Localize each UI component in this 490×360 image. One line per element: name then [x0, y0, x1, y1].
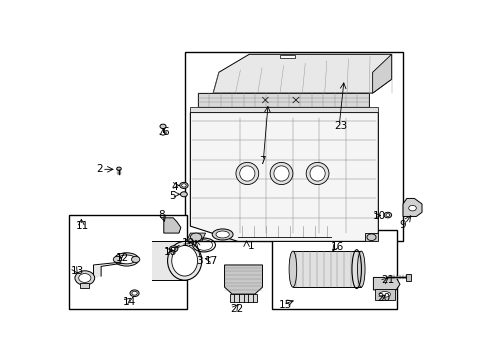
Text: 23: 23 [335, 121, 348, 131]
Ellipse shape [240, 166, 255, 181]
Circle shape [130, 290, 139, 297]
Polygon shape [373, 278, 400, 290]
Circle shape [160, 124, 166, 129]
Text: 6: 6 [162, 127, 169, 137]
Circle shape [386, 214, 390, 216]
Circle shape [384, 212, 392, 218]
Circle shape [182, 184, 186, 187]
Circle shape [117, 167, 121, 170]
Text: 1: 1 [247, 240, 254, 251]
Ellipse shape [357, 251, 365, 287]
Polygon shape [403, 198, 422, 216]
Circle shape [180, 183, 188, 188]
Circle shape [132, 291, 137, 295]
Polygon shape [94, 265, 101, 279]
Text: 17: 17 [205, 256, 218, 266]
Ellipse shape [216, 231, 229, 238]
Ellipse shape [236, 162, 259, 185]
Text: 10: 10 [372, 211, 386, 221]
Ellipse shape [289, 251, 297, 287]
Bar [230, 293, 257, 302]
Ellipse shape [114, 253, 139, 266]
Text: 7: 7 [259, 156, 266, 166]
Text: 2: 2 [97, 164, 103, 174]
Bar [69, 215, 187, 309]
Ellipse shape [270, 162, 293, 185]
Text: 14: 14 [123, 297, 136, 307]
Text: 22: 22 [230, 304, 243, 314]
Text: 3: 3 [196, 256, 203, 266]
Bar [406, 274, 411, 281]
Polygon shape [152, 242, 187, 280]
Circle shape [367, 234, 376, 240]
Ellipse shape [212, 229, 233, 240]
Polygon shape [213, 54, 392, 93]
Ellipse shape [379, 292, 391, 297]
Circle shape [172, 247, 176, 251]
Ellipse shape [310, 166, 325, 181]
Text: 4: 4 [172, 183, 178, 192]
Bar [374, 289, 395, 300]
Circle shape [409, 205, 416, 211]
Text: 21: 21 [381, 275, 394, 285]
Ellipse shape [168, 242, 202, 280]
Text: 15: 15 [278, 300, 292, 310]
Bar [272, 230, 397, 309]
Polygon shape [190, 112, 378, 242]
Circle shape [170, 246, 178, 252]
Polygon shape [224, 265, 263, 294]
Ellipse shape [131, 256, 140, 262]
Text: 16: 16 [331, 242, 344, 252]
Bar [185, 51, 403, 242]
Bar [293, 251, 361, 287]
Polygon shape [372, 54, 392, 93]
Text: 5: 5 [170, 191, 176, 201]
Polygon shape [164, 218, 181, 233]
Text: 9: 9 [399, 220, 406, 230]
Polygon shape [280, 55, 295, 58]
Text: 13: 13 [71, 266, 84, 276]
Bar [80, 283, 89, 288]
Circle shape [180, 192, 187, 197]
Text: 18: 18 [164, 247, 177, 257]
Text: 12: 12 [116, 253, 129, 263]
Ellipse shape [113, 256, 122, 262]
Circle shape [75, 271, 95, 285]
Text: 11: 11 [75, 221, 89, 231]
Circle shape [79, 274, 91, 283]
Polygon shape [198, 93, 369, 107]
Polygon shape [187, 233, 206, 242]
Text: 8: 8 [158, 210, 165, 220]
Ellipse shape [172, 246, 197, 276]
Polygon shape [365, 233, 378, 242]
Ellipse shape [274, 166, 289, 181]
Text: 20: 20 [377, 293, 391, 303]
Circle shape [190, 233, 202, 242]
Polygon shape [190, 107, 378, 112]
Ellipse shape [118, 255, 136, 264]
Ellipse shape [306, 162, 329, 185]
Text: 19: 19 [182, 238, 195, 248]
